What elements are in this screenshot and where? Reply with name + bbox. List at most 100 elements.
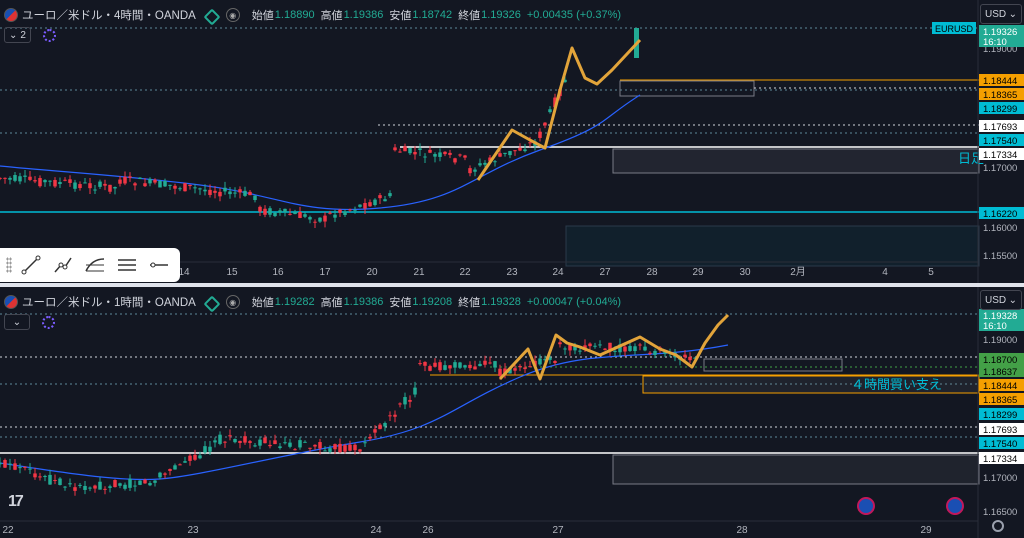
candle — [53, 179, 57, 187]
candle — [163, 181, 167, 187]
candle — [28, 176, 32, 180]
tradingview-logo[interactable]: 17 — [8, 493, 24, 510]
candle — [353, 209, 357, 211]
candle — [368, 436, 372, 439]
indicator-icon[interactable] — [42, 315, 55, 329]
candle — [328, 448, 332, 452]
price-axis-label: 1.16220 — [983, 209, 1017, 220]
candle — [553, 97, 557, 108]
price-axis-label: 1.18444 — [983, 76, 1017, 87]
candle — [18, 176, 22, 182]
time-axis-label: 14 — [178, 267, 190, 278]
candle — [178, 188, 182, 190]
candle — [373, 199, 377, 206]
horizontal-ray-icon[interactable] — [146, 252, 172, 278]
candle — [438, 362, 442, 371]
candle — [323, 450, 327, 452]
chart-pane-4h[interactable]: 日足 1.19326 1.19000 1.18444 1.18365 1.18299 1.1… — [0, 0, 1024, 283]
collapse-indicators-button[interactable]: ⌄ 2 — [4, 27, 31, 43]
fib-icon[interactable] — [82, 252, 108, 278]
currency-select[interactable]: USD ⌄ — [980, 290, 1022, 310]
settings-icon[interactable] — [992, 520, 1004, 532]
symbol-title[interactable]: ユーロ／米ドル・4時間・OANDA — [22, 10, 196, 22]
candle — [413, 151, 417, 155]
drag-handle-icon[interactable] — [6, 257, 12, 273]
candle — [358, 204, 362, 207]
candle — [398, 403, 402, 405]
candle — [333, 214, 337, 218]
candle — [563, 348, 567, 350]
candle — [0, 462, 2, 465]
candle — [218, 191, 222, 197]
candle — [543, 122, 547, 126]
candle — [298, 211, 302, 218]
price-axis-label: 1.19000 — [983, 44, 1017, 55]
news-icon[interactable] — [946, 497, 964, 515]
candle — [403, 397, 407, 405]
candle — [338, 209, 342, 213]
candle — [58, 478, 62, 485]
legend-controls: ⌄ 2 — [4, 27, 56, 43]
candle — [243, 190, 247, 196]
time-axis-label: 29 — [920, 525, 932, 536]
candle — [198, 188, 202, 190]
candle — [43, 180, 47, 183]
currency-label: USD — [985, 294, 1007, 306]
candle — [463, 365, 467, 368]
candle — [433, 362, 437, 367]
candle — [133, 485, 137, 487]
candle — [68, 483, 72, 485]
price-axis-label-bg — [979, 452, 1024, 464]
news-icon[interactable] — [857, 497, 875, 515]
candle — [153, 179, 157, 183]
candle — [343, 211, 347, 216]
indicator-icon[interactable] — [42, 28, 56, 42]
candle — [268, 444, 272, 447]
time-axis-label: 17 — [319, 267, 331, 278]
candle — [378, 424, 382, 430]
ohlc-high-value: 1.19386 — [343, 9, 384, 21]
candle — [443, 365, 447, 370]
chart-canvas-4h[interactable]: 日足1.193261.190001.184441.183651.182991.1… — [0, 0, 1024, 283]
time-axis-label: 5 — [928, 267, 934, 278]
pane-separator[interactable] — [0, 283, 1024, 287]
price-axis-label: 1.18299 — [983, 410, 1017, 421]
candle — [293, 449, 297, 451]
candle — [438, 152, 442, 157]
time-axis-label: 20 — [366, 267, 378, 278]
candle — [318, 217, 322, 222]
candle — [498, 368, 502, 376]
ohlc-open-value: 1.19282 — [274, 296, 315, 308]
candle — [133, 183, 137, 186]
candle — [113, 480, 117, 488]
candle — [33, 473, 37, 478]
symbol-title[interactable]: ユーロ／米ドル・1時間・OANDA — [22, 297, 196, 309]
candle — [523, 149, 527, 152]
time-axis-label: 28 — [646, 267, 658, 278]
candle — [83, 182, 87, 184]
candle — [358, 449, 362, 452]
price-axis-label: 1.18700 — [983, 355, 1017, 366]
trend-line-icon[interactable] — [18, 252, 44, 278]
eye-icon[interactable]: ◉ — [225, 8, 240, 22]
candle — [193, 187, 197, 189]
price-axis-label: 1.17334 — [983, 454, 1017, 465]
candle — [453, 158, 457, 163]
zone-box — [703, 358, 843, 372]
change-value: +0.00047 (+0.04%) — [526, 296, 622, 308]
ray-icon[interactable] — [50, 252, 76, 278]
chart-pane-1h[interactable]: ４時間買い支え 1.19328 1.19000 1.18700 1.18637 1.184… — [0, 287, 1024, 538]
parallel-lines-icon[interactable] — [114, 252, 140, 278]
live-dot-icon — [204, 9, 216, 21]
candle — [488, 157, 492, 162]
currency-select[interactable]: USD ⌄ — [980, 4, 1022, 24]
candle — [0, 177, 2, 179]
eye-icon[interactable]: ◉ — [225, 295, 240, 309]
collapse-indicators-button[interactable]: ⌄ — [4, 314, 30, 330]
time-axis-label: 22 — [2, 525, 14, 536]
candle — [493, 361, 497, 368]
symbol-tag-bg — [932, 22, 976, 34]
candle — [258, 439, 262, 446]
legend-1h: ユーロ／米ドル・1時間・OANDA ◉ 始値 1.19282 高値 1.19386 … — [4, 293, 627, 311]
